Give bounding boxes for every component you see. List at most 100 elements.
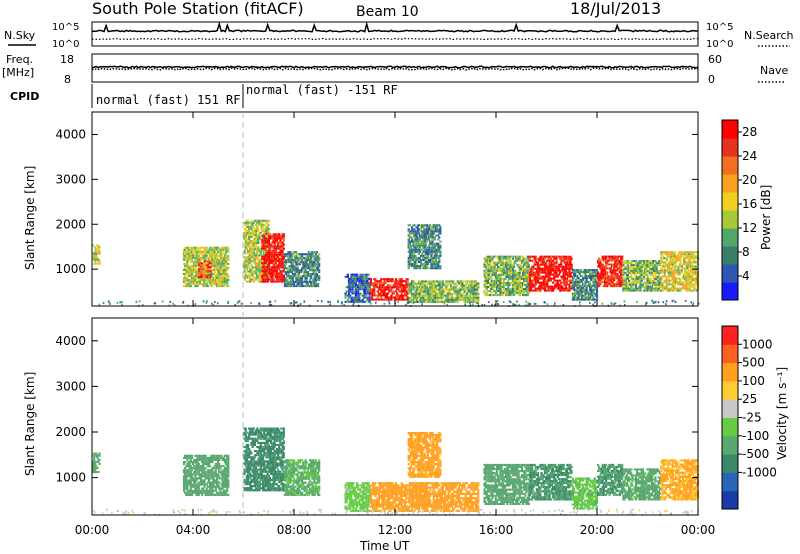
echo-cell — [412, 284, 415, 287]
echo-cell — [476, 298, 479, 301]
echo-cell — [677, 277, 680, 280]
echo-cell — [265, 232, 268, 234]
echo-cell — [261, 234, 265, 236]
echo-cell — [200, 262, 203, 265]
echo-cell — [417, 224, 420, 227]
echo-cell — [366, 292, 369, 295]
echo-cell — [583, 298, 586, 301]
echo-cell — [414, 286, 417, 289]
echo-cell — [519, 292, 522, 295]
echo-cell — [187, 269, 190, 271]
echo-cell — [406, 284, 409, 287]
echo-cell — [661, 253, 664, 256]
echo-cell — [665, 285, 669, 288]
echo-cell — [487, 261, 491, 264]
echo-cell — [503, 269, 506, 272]
echo-cell — [673, 267, 677, 270]
echo-cell — [600, 263, 603, 266]
echo-cell — [388, 290, 391, 293]
echo-cell — [95, 250, 98, 253]
echo-cell — [636, 266, 639, 268]
echo-cell — [352, 277, 355, 280]
echo-cell — [634, 260, 638, 263]
echo-cell — [280, 272, 283, 275]
echo-cell — [572, 277, 576, 279]
echo-cell — [580, 284, 584, 287]
echo-cell — [607, 283, 610, 286]
echo-cell — [560, 275, 563, 278]
echo-cell — [629, 281, 632, 284]
echo-cell — [213, 250, 216, 253]
echo-cell — [415, 246, 418, 249]
echo-cell — [653, 264, 656, 267]
echo-cell — [435, 265, 439, 268]
echo-cell — [424, 300, 427, 303]
echo-cell — [485, 263, 488, 266]
echo-cell — [626, 275, 629, 278]
echo-cell — [360, 280, 363, 282]
echo-cell — [185, 254, 188, 257]
echo-cell — [526, 257, 529, 260]
echo-cell — [660, 257, 663, 260]
echo-cell — [222, 248, 225, 251]
echo-cell — [275, 237, 279, 240]
echo-cell — [633, 270, 636, 272]
echo-cell — [498, 294, 501, 297]
echo-cell — [660, 271, 663, 274]
echo-cell — [502, 280, 505, 282]
echo-cell — [408, 263, 411, 266]
echo-cell — [260, 272, 263, 275]
echo-cell — [508, 284, 511, 286]
echo-cell — [437, 238, 440, 241]
echo-cell — [423, 263, 426, 266]
echo-cell — [380, 282, 383, 285]
echo-cell — [528, 285, 531, 288]
echo-cell — [438, 261, 441, 263]
echo-cell — [260, 227, 263, 230]
echo-cell — [226, 281, 229, 284]
echo-cell — [409, 246, 413, 249]
echo-cell — [585, 290, 588, 293]
echo-cell — [587, 271, 590, 274]
echo-cell — [611, 263, 615, 266]
echo-cell — [439, 228, 442, 231]
echo-cell — [561, 267, 564, 270]
echo-cell — [361, 277, 364, 280]
echo-cell — [407, 240, 410, 243]
echo-cell — [472, 300, 475, 303]
echo-cell — [487, 267, 491, 270]
echo-cell — [538, 257, 541, 260]
echo-cell — [549, 279, 552, 282]
power-echo-layer — [92, 219, 700, 308]
echo-cell — [552, 261, 555, 264]
echo-cell — [291, 263, 295, 266]
echo-cell — [204, 272, 208, 275]
echo-cell — [667, 255, 670, 258]
echo-cell — [357, 286, 360, 289]
echo-cell — [184, 256, 187, 259]
echo-cell — [366, 286, 369, 289]
echo-cell — [299, 261, 303, 264]
echo-cell — [610, 259, 613, 262]
echo-cell — [523, 288, 526, 290]
echo-cell — [474, 280, 478, 283]
echo-cell — [194, 248, 197, 251]
echo-cell — [395, 290, 398, 293]
echo-cell — [212, 256, 215, 259]
echo-cell — [202, 270, 205, 273]
echo-cell — [523, 275, 526, 278]
echo-cell — [262, 245, 265, 248]
echo-cell — [214, 283, 217, 286]
echo-cell — [466, 298, 470, 301]
echo-cell — [281, 266, 284, 269]
echo-cell — [441, 300, 444, 303]
echo-cell — [538, 265, 541, 268]
echo-cell — [516, 263, 519, 266]
echo-cell — [263, 262, 266, 265]
echo-cell — [606, 271, 609, 274]
echo-cell — [626, 285, 629, 288]
echo-cell — [218, 254, 221, 257]
echo-cell — [227, 246, 230, 249]
echo-cell — [542, 281, 545, 284]
echo-cell — [461, 284, 464, 287]
